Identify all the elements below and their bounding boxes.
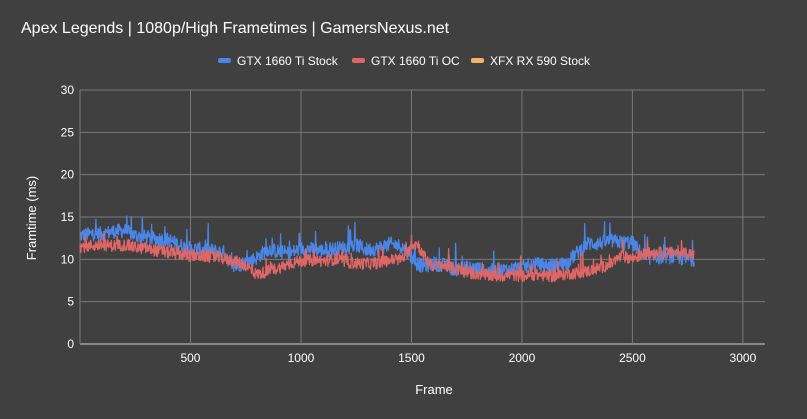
grid xyxy=(79,89,765,345)
y-tick-label: 15 xyxy=(61,210,75,224)
legend-swatch xyxy=(218,58,231,63)
y-tick-label: 25 xyxy=(61,125,75,139)
y-axis-label: Framtime (ms) xyxy=(24,176,39,261)
series-lines xyxy=(79,215,695,283)
y-tick-label: 30 xyxy=(61,83,75,97)
x-tick-label: 3000 xyxy=(730,351,757,365)
series-line-0 xyxy=(79,215,695,278)
legend-item-1[interactable]: GTX 1660 Ti OC xyxy=(352,54,460,68)
x-tick-label: 1000 xyxy=(288,351,315,365)
legend[interactable]: GTX 1660 Ti Stock GTX 1660 Ti OC XFX RX 59… xyxy=(218,54,591,68)
x-tick-label: 2000 xyxy=(509,351,536,365)
y-tick-label: 10 xyxy=(61,252,75,266)
legend-item-2[interactable]: XFX RX 590 Stock xyxy=(471,54,591,68)
legend-label: GTX 1660 Ti Stock xyxy=(237,54,339,68)
tick-labels: 0 5 10 15 20 25 30 500 1000 1500 2000 2500 3000 xyxy=(61,83,757,365)
x-tick-label: 2500 xyxy=(619,351,646,365)
series-line-1 xyxy=(79,230,695,283)
x-tick-label: 1500 xyxy=(398,351,425,365)
legend-label: XFX RX 590 Stock xyxy=(490,54,591,68)
legend-label: GTX 1660 Ti OC xyxy=(371,54,460,68)
y-tick-label: 20 xyxy=(61,168,75,182)
legend-item-0[interactable]: GTX 1660 Ti Stock xyxy=(218,54,339,68)
legend-swatch xyxy=(471,58,484,63)
y-tick-label: 0 xyxy=(67,337,74,351)
legend-swatch xyxy=(352,58,365,63)
chart-title: Apex Legends | 1080p/High Frametimes | G… xyxy=(21,20,450,37)
x-tick-label: 500 xyxy=(180,351,200,365)
x-axis-label: Frame xyxy=(415,382,453,397)
y-tick-label: 5 xyxy=(67,295,74,309)
